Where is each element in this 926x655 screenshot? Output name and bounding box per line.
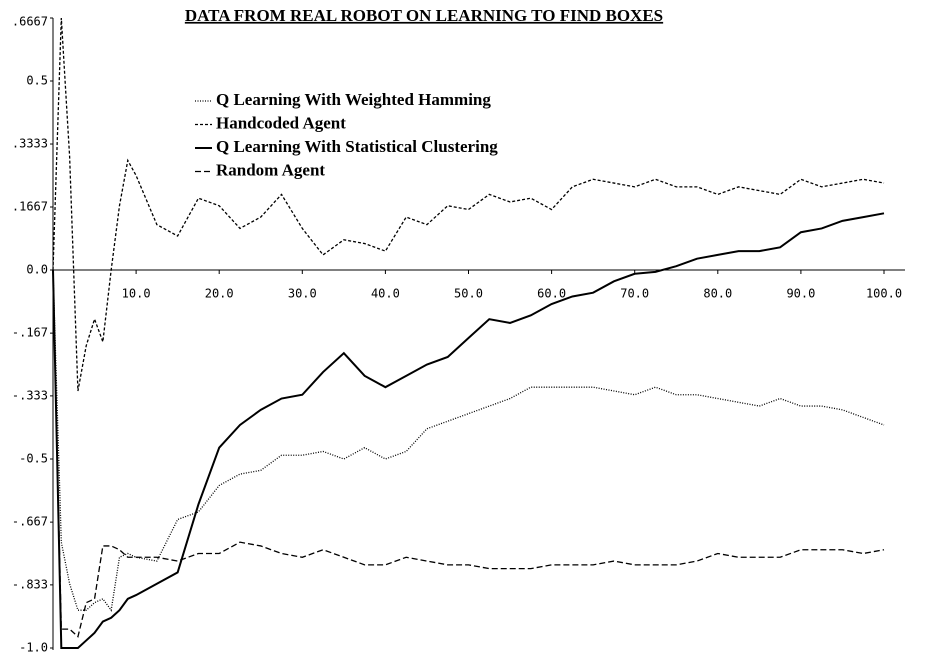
x-tick-label: 50.0	[454, 287, 483, 301]
y-tick-label: 0.0	[26, 263, 48, 277]
y-tick-label: -1.0	[19, 641, 48, 655]
series-line	[52, 269, 885, 612]
y-tick-label: -.667	[12, 515, 48, 529]
x-tick-label: 30.0	[288, 287, 317, 301]
x-tick-label: 10.0	[122, 287, 151, 301]
y-tick-label: -.833	[12, 577, 48, 591]
y-tick-label: .1667	[12, 199, 48, 213]
legend-label: Random Agent	[216, 160, 325, 179]
x-tick-label: 100.0	[866, 287, 902, 301]
legend-label: Q Learning With Weighted Hamming	[216, 90, 491, 109]
y-tick-label: -0.5	[19, 452, 48, 466]
x-tick-label: 70.0	[620, 287, 649, 301]
chart-title: DATA FROM REAL ROBOT ON LEARNING TO FIND…	[185, 6, 663, 25]
y-tick-label: -.333	[12, 388, 48, 402]
legend-label: Q Learning With Statistical Clustering	[216, 137, 498, 156]
y-tick-label: -.167	[12, 326, 48, 340]
series-line	[52, 212, 885, 649]
y-tick-label: .6667	[12, 15, 48, 29]
x-tick-label: 80.0	[703, 287, 732, 301]
series-line	[52, 17, 885, 392]
x-tick-label: 90.0	[786, 287, 815, 301]
series-line	[52, 269, 885, 638]
x-tick-label: 60.0	[537, 287, 566, 301]
x-tick-label: 20.0	[205, 287, 234, 301]
x-tick-label: 40.0	[371, 287, 400, 301]
y-tick-label: .3333	[12, 137, 48, 151]
legend-label: Handcoded Agent	[216, 113, 346, 132]
y-tick-label: 0.5	[26, 74, 48, 88]
